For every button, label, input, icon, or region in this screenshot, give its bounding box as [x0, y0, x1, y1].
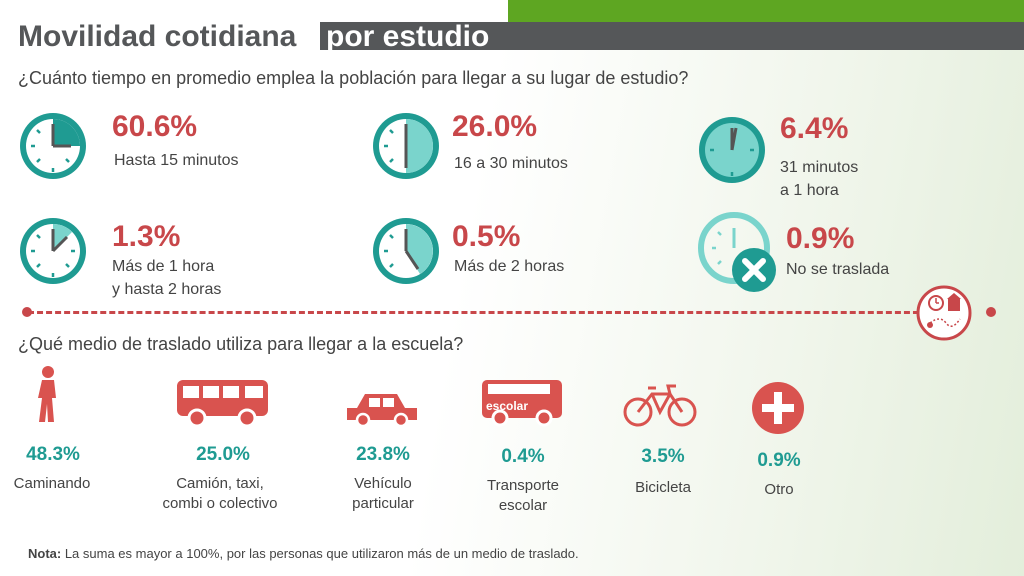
footnote-text: La suma es mayor a 100%, por las persona… [61, 546, 579, 561]
bus-icon [177, 380, 268, 428]
time-pct-4: 1.3% [112, 220, 181, 253]
mode-label-car-2: particular [352, 495, 414, 512]
top-green-bar [508, 0, 1024, 22]
time-pct-5: 0.5% [452, 220, 521, 253]
time-pct-6: 0.9% [786, 222, 855, 255]
time-label-1: Hasta 15 minutos [114, 152, 239, 169]
time-pct-2: 26.0% [452, 110, 538, 143]
plus-icon [752, 382, 804, 434]
time-pct-1: 60.6% [112, 110, 198, 143]
school-bus-icon-text: escolar [486, 399, 529, 413]
school-bus-icon: escolar [480, 378, 564, 428]
mode-label-bus-2: combi o colectivo [162, 495, 278, 512]
clock-icon [20, 113, 86, 179]
mode-pct-school-bus: 0.4% [501, 446, 545, 467]
mode-label-other: Otro [764, 481, 794, 498]
mode-pct-bus: 25.0% [196, 444, 250, 465]
page-title: Movilidad cotidiana [18, 20, 297, 53]
bicycle-icon [623, 384, 697, 427]
time-label-5: Más de 2 horas [454, 258, 565, 275]
divider-dot-right [986, 307, 996, 317]
question-time: ¿Cuánto tiempo en promedio emplea la pob… [18, 68, 689, 88]
page-subtitle: por estudio [326, 20, 490, 53]
clock-icon [373, 218, 439, 284]
mode-label-school-bus-2: escolar [498, 497, 548, 514]
mode-pct-other: 0.9% [757, 450, 801, 471]
mode-label-bus-1: Camión, taxi, [176, 475, 264, 492]
mode-pct-car: 23.8% [356, 444, 410, 465]
walking-person-icon [38, 366, 56, 422]
title-band [320, 22, 1024, 50]
divider-dashed-line [28, 311, 928, 314]
mode-pct-bicycle: 3.5% [641, 446, 685, 467]
clock-icon [699, 117, 765, 183]
route-map-icon [916, 285, 972, 341]
footnote: Nota: La suma es mayor a 100%, por las p… [28, 546, 579, 561]
divider-dot-left [22, 307, 32, 317]
clock-x-icon [698, 212, 776, 292]
time-label-2: 16 a 30 minutos [454, 155, 568, 172]
time-label-6: No se traslada [786, 261, 890, 278]
time-label-4a: Más de 1 hora [112, 258, 215, 275]
time-label-3b: a 1 hora [780, 182, 839, 199]
mode-label-bicycle: Bicicleta [635, 479, 691, 496]
footnote-label: Nota: [28, 546, 62, 561]
car-icon [347, 394, 417, 428]
clock-icon [20, 218, 86, 284]
time-label-4b: y hasta 2 horas [112, 281, 222, 298]
clock-icon [373, 113, 439, 179]
question-mode: ¿Qué medio de traslado utiliza para lleg… [18, 334, 464, 354]
mode-pct-walking: 48.3% [26, 444, 80, 465]
mode-label-school-bus-1: Transporte [487, 477, 559, 494]
mode-label-car-1: Vehículo [354, 475, 412, 492]
time-label-3a: 31 minutos [780, 159, 859, 176]
mode-label-walking: Caminando [13, 475, 91, 492]
time-pct-3: 6.4% [780, 112, 849, 145]
